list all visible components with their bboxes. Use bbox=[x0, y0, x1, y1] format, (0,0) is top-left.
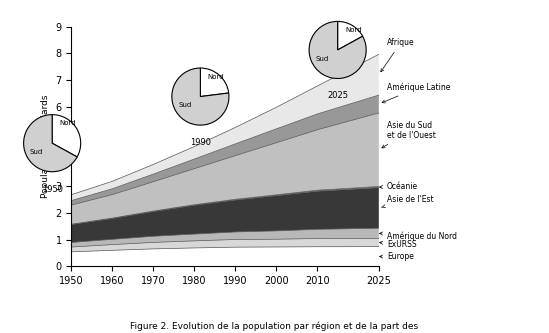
Text: Asie de l'Est: Asie de l'Est bbox=[382, 195, 434, 208]
Wedge shape bbox=[200, 68, 229, 97]
Wedge shape bbox=[52, 115, 81, 157]
Text: Figure 2. Evolution de la population par région et de la part des: Figure 2. Evolution de la population par… bbox=[131, 322, 418, 331]
Text: Océanie: Océanie bbox=[379, 182, 418, 191]
Text: ExURSS: ExURSS bbox=[379, 239, 417, 248]
Wedge shape bbox=[172, 68, 229, 125]
Wedge shape bbox=[24, 115, 77, 172]
Wedge shape bbox=[338, 21, 363, 50]
Text: Sud: Sud bbox=[178, 102, 191, 108]
Text: Nord: Nord bbox=[345, 27, 362, 33]
Text: Sud: Sud bbox=[315, 56, 328, 62]
Text: Afrique: Afrique bbox=[381, 38, 414, 72]
Text: 2025: 2025 bbox=[327, 91, 348, 100]
Y-axis label: Population en milliards: Population en milliards bbox=[41, 95, 50, 198]
Text: Europe: Europe bbox=[379, 252, 414, 261]
Text: 1990: 1990 bbox=[190, 138, 211, 147]
Text: Nord: Nord bbox=[59, 120, 76, 126]
Text: Nord: Nord bbox=[208, 74, 225, 80]
Text: Asie du Sud
et de l'Ouest: Asie du Sud et de l'Ouest bbox=[382, 121, 436, 148]
Text: Amérique du Nord: Amérique du Nord bbox=[379, 231, 457, 241]
Wedge shape bbox=[309, 21, 366, 79]
Text: Amérique Latine: Amérique Latine bbox=[382, 83, 450, 103]
Text: 1950: 1950 bbox=[42, 184, 63, 193]
Text: Sud: Sud bbox=[30, 149, 43, 155]
